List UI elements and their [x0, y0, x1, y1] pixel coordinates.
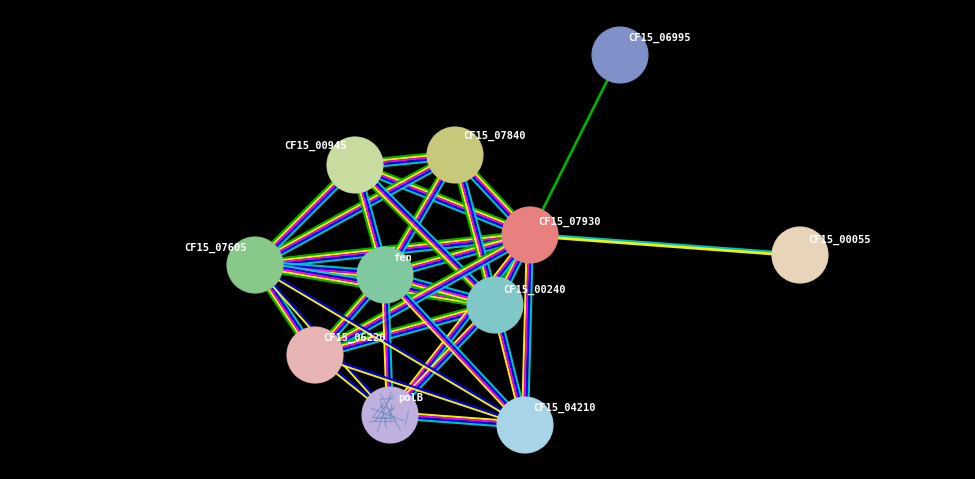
Text: CF15_06995: CF15_06995: [628, 33, 690, 43]
Circle shape: [592, 27, 648, 83]
Circle shape: [357, 247, 413, 303]
Text: CF15_07930: CF15_07930: [538, 217, 601, 227]
Circle shape: [502, 207, 558, 263]
Text: CF15_04210: CF15_04210: [533, 403, 596, 413]
Circle shape: [497, 397, 553, 453]
Circle shape: [362, 387, 418, 443]
Text: polB: polB: [398, 393, 423, 403]
Circle shape: [427, 127, 483, 183]
Text: CF15_00055: CF15_00055: [808, 235, 871, 245]
Text: CF15_07840: CF15_07840: [463, 131, 526, 141]
Circle shape: [467, 277, 523, 333]
Text: CF15_07605: CF15_07605: [184, 243, 247, 253]
Text: CF15_00240: CF15_00240: [503, 285, 566, 295]
Circle shape: [327, 137, 383, 193]
Circle shape: [772, 227, 828, 283]
Circle shape: [287, 327, 343, 383]
Circle shape: [227, 237, 283, 293]
Text: CF15_00945: CF15_00945: [285, 141, 347, 151]
Text: fen: fen: [393, 253, 411, 263]
Text: CF15_06220: CF15_06220: [323, 333, 385, 343]
